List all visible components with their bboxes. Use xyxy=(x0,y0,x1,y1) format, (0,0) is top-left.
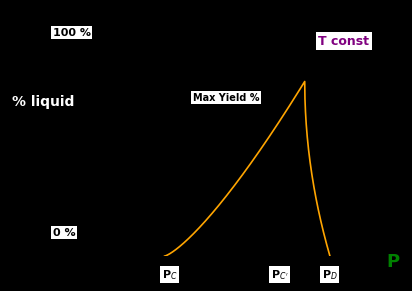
Text: 100 %: 100 % xyxy=(53,28,91,38)
Text: P: P xyxy=(386,253,400,271)
Text: Max Yield %: Max Yield % xyxy=(193,93,259,103)
Text: T const: T const xyxy=(318,35,369,48)
Text: 0 %: 0 % xyxy=(53,228,75,238)
Text: % liquid: % liquid xyxy=(12,95,75,109)
Text: P$_D$: P$_D$ xyxy=(321,268,337,282)
Text: P$_C$: P$_C$ xyxy=(162,268,178,282)
Text: P$_{C'}$: P$_{C'}$ xyxy=(271,268,289,282)
